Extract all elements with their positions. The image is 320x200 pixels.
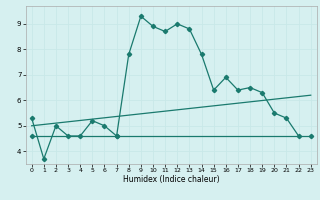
X-axis label: Humidex (Indice chaleur): Humidex (Indice chaleur) bbox=[123, 175, 220, 184]
